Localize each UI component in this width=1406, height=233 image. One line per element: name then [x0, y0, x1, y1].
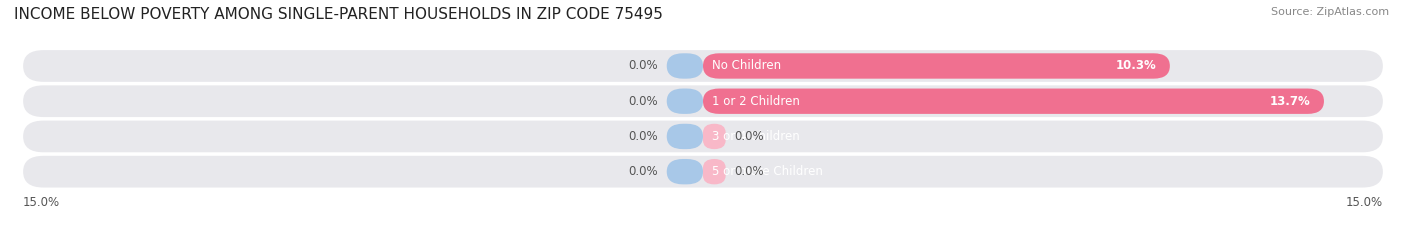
Text: INCOME BELOW POVERTY AMONG SINGLE-PARENT HOUSEHOLDS IN ZIP CODE 75495: INCOME BELOW POVERTY AMONG SINGLE-PARENT… [14, 7, 664, 22]
Text: 15.0%: 15.0% [1346, 196, 1384, 209]
FancyBboxPatch shape [22, 50, 1384, 82]
FancyBboxPatch shape [666, 124, 703, 149]
Text: 0.0%: 0.0% [735, 165, 765, 178]
FancyBboxPatch shape [22, 156, 1384, 188]
Text: 0.0%: 0.0% [735, 130, 765, 143]
Text: 3 or 4 Children: 3 or 4 Children [711, 130, 800, 143]
Text: 5 or more Children: 5 or more Children [711, 165, 823, 178]
FancyBboxPatch shape [703, 89, 1324, 114]
FancyBboxPatch shape [666, 89, 703, 114]
Text: 0.0%: 0.0% [628, 59, 658, 72]
FancyBboxPatch shape [703, 53, 1170, 79]
Text: 0.0%: 0.0% [628, 130, 658, 143]
Text: 10.3%: 10.3% [1115, 59, 1156, 72]
FancyBboxPatch shape [666, 159, 703, 184]
Text: 13.7%: 13.7% [1270, 95, 1310, 108]
Text: 1 or 2 Children: 1 or 2 Children [711, 95, 800, 108]
FancyBboxPatch shape [703, 124, 725, 149]
Text: Source: ZipAtlas.com: Source: ZipAtlas.com [1271, 7, 1389, 17]
Text: 15.0%: 15.0% [22, 196, 60, 209]
Text: 0.0%: 0.0% [628, 95, 658, 108]
FancyBboxPatch shape [22, 121, 1384, 152]
FancyBboxPatch shape [703, 159, 725, 184]
Text: 0.0%: 0.0% [628, 165, 658, 178]
FancyBboxPatch shape [22, 85, 1384, 117]
FancyBboxPatch shape [666, 53, 703, 79]
Text: No Children: No Children [711, 59, 782, 72]
